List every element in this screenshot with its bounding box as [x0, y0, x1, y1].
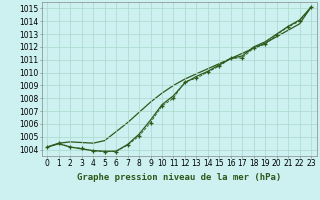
X-axis label: Graphe pression niveau de la mer (hPa): Graphe pression niveau de la mer (hPa): [77, 173, 281, 182]
